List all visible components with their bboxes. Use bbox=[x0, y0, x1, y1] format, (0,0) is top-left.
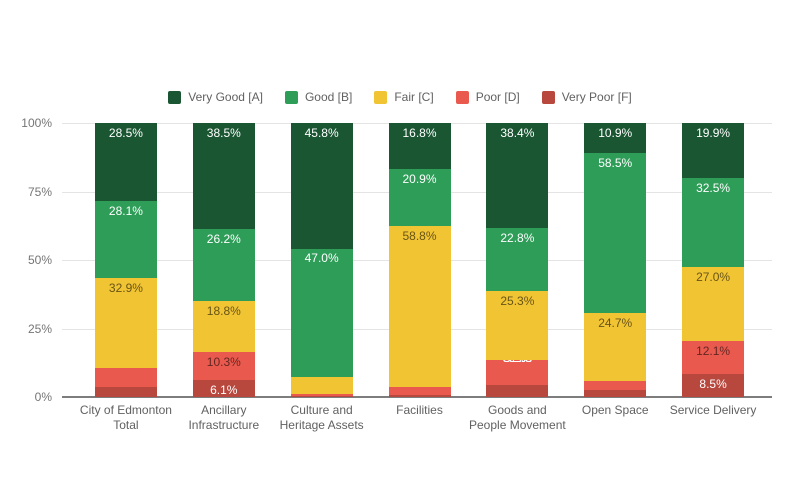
bar-segment-fair-c[interactable] bbox=[486, 290, 549, 361]
bar-segment-poor-d[interactable] bbox=[388, 387, 451, 395]
legend-item-fair-c: Fair [C] bbox=[374, 90, 434, 104]
y-axis-tick-label: 50% bbox=[27, 253, 52, 267]
bar-segment-very-good-a[interactable] bbox=[94, 123, 157, 202]
bar-segment-poor-d[interactable] bbox=[290, 394, 353, 397]
x-axis-label-line: Facilities bbox=[396, 403, 443, 417]
y-axis-tick-label: 0% bbox=[34, 390, 52, 404]
stacked-bar: 2.4%3.5%24.7%58.5%10.9% bbox=[584, 123, 647, 397]
bar-segment-very-good-a[interactable] bbox=[388, 123, 451, 170]
stacked-bar: 3.5%7.0%32.9%28.1%28.5% bbox=[94, 123, 157, 397]
bar-segment-very-good-a[interactable] bbox=[192, 123, 255, 229]
x-axis-label-line: Service Delivery bbox=[669, 403, 757, 417]
x-axis-label-line: Infrastructure bbox=[188, 418, 260, 432]
y-axis-tick-label: 25% bbox=[27, 321, 52, 336]
bar-column-goods-and-people-movement: 4.3%9.2%25.3%22.8%38.4% bbox=[468, 123, 566, 397]
bar-segment-good-b[interactable] bbox=[486, 228, 549, 291]
bar-column-open-space: 2.4%3.5%24.7%58.5%10.9% bbox=[566, 123, 664, 397]
bar-column-culture-and-heritage-assets: 0.3%0.7%6.2%47.0%45.8% bbox=[273, 123, 371, 397]
bar-segment-very-poor-f[interactable] bbox=[388, 394, 451, 397]
bar-segment-poor-d[interactable] bbox=[192, 352, 255, 381]
bar-segment-very-poor-f[interactable] bbox=[584, 390, 647, 397]
y-axis-tick-label: 75% bbox=[27, 184, 52, 199]
x-axis-label-line: Goods and bbox=[488, 403, 547, 417]
legend-item-poor-d: Poor [D] bbox=[455, 90, 520, 104]
x-axis-label-line: Total bbox=[113, 418, 139, 432]
legend-label: Very Good [A] bbox=[188, 90, 263, 104]
bar-segment-good-b[interactable] bbox=[94, 201, 157, 279]
bar-segment-fair-c[interactable] bbox=[682, 266, 745, 341]
bar-segment-very-good-a[interactable] bbox=[486, 123, 549, 229]
bar-segment-good-b[interactable] bbox=[290, 248, 353, 378]
legend-swatch bbox=[374, 90, 388, 104]
stacked-bar: 0.8%2.7%58.8%20.9%16.8% bbox=[388, 123, 451, 397]
x-axis-label-facilities: Facilities bbox=[371, 403, 469, 433]
x-axis-label-ancillary-infrastructure: Ancillary Infrastructure bbox=[175, 403, 273, 433]
x-axis-label-line: Open Space bbox=[581, 403, 649, 417]
bar-segment-good-b[interactable] bbox=[584, 152, 647, 314]
x-axis-label-city-of-edmonton-total: City of Edmonton Total bbox=[77, 403, 175, 433]
plot-area: 100% 75% 50% 25% 0% 3.5%7.0%32.9%28.1%28.5% 6… bbox=[21, 116, 772, 404]
y-axis-tick-label: 100% bbox=[21, 116, 52, 130]
bar-segment-very-poor-f[interactable] bbox=[192, 380, 255, 397]
legend-label: Very Poor [F] bbox=[561, 90, 632, 104]
bar-segment-good-b[interactable] bbox=[388, 169, 451, 227]
bar-segment-poor-d[interactable] bbox=[486, 360, 549, 386]
bar-segment-very-good-a[interactable] bbox=[290, 123, 353, 249]
legend-swatch bbox=[168, 90, 182, 104]
x-axis-labels: City of Edmonton Total Ancillary Infrastruc… bbox=[77, 403, 762, 433]
bar-segment-fair-c[interactable] bbox=[192, 300, 255, 353]
chart-legend: Very Good [A] Good [B] Fair [C] Poor [D] Ver… bbox=[0, 90, 800, 104]
bar-segment-good-b[interactable] bbox=[192, 228, 255, 301]
x-axis-label-line: Ancillary bbox=[201, 403, 247, 417]
bar-column-city-of-edmonton-total: 3.5%7.0%32.9%28.1%28.5% bbox=[77, 123, 175, 397]
legend-item-very-poor-f: Very Poor [F] bbox=[541, 90, 632, 104]
x-axis-label-service-delivery: Service Delivery bbox=[664, 403, 762, 433]
x-axis-label-line: People Movement bbox=[469, 418, 566, 432]
x-axis-label-line: Heritage Assets bbox=[279, 418, 364, 432]
bar-column-ancillary-infrastructure: 6.1% 10.3% 18.8% 26.2% 38.5% bbox=[175, 123, 273, 397]
bar-segment-poor-d[interactable] bbox=[584, 380, 647, 391]
legend-swatch bbox=[284, 90, 298, 104]
bar-segment-very-poor-f[interactable] bbox=[290, 396, 353, 397]
x-axis-label-line: City of Edmonton bbox=[79, 403, 172, 417]
bar-column-facilities: 0.8%2.7%58.8%20.9%16.8% bbox=[371, 123, 469, 397]
stacked-bar: 4.3%9.2%25.3%22.8%38.4% bbox=[486, 123, 549, 397]
bar-segment-poor-d[interactable] bbox=[94, 368, 157, 388]
bar-segment-very-poor-f[interactable] bbox=[94, 387, 157, 397]
bar-segment-fair-c[interactable] bbox=[388, 226, 451, 388]
bar-columns: 3.5%7.0%32.9%28.1%28.5% 6.1%10.3%18.8%26.… bbox=[77, 123, 762, 397]
stacked-bar: 8.5% 12.1% 27.0% 32.5% 19.9% bbox=[682, 123, 745, 397]
x-axis-label-goods-and-people-movement: Goods and People Movement bbox=[468, 403, 566, 433]
x-axis-label-culture-and-heritage-assets: Culture and Heritage Assets bbox=[273, 403, 371, 433]
legend-label: Good [B] bbox=[304, 90, 353, 104]
bar-segment-very-good-a[interactable] bbox=[584, 123, 647, 153]
bar-segment-very-poor-f[interactable] bbox=[486, 385, 549, 397]
legend-item-very-good-a: Very Good [A] bbox=[168, 90, 263, 104]
legend-swatch bbox=[455, 90, 469, 104]
bar-segment-fair-c[interactable] bbox=[290, 377, 353, 395]
bar-segment-fair-c[interactable] bbox=[94, 278, 157, 369]
bar-segment-good-b[interactable] bbox=[682, 177, 745, 267]
bar-segment-fair-c[interactable] bbox=[584, 313, 647, 381]
stacked-bar: 0.3%0.7%6.2%47.0%45.8% bbox=[290, 123, 353, 397]
bar-column-service-delivery: 8.5% 12.1% 27.0% 32.5% 19.9% bbox=[664, 123, 762, 397]
legend-item-good-b: Good [B] bbox=[284, 90, 353, 104]
bar-segment-very-poor-f[interactable] bbox=[682, 373, 745, 397]
bar-segment-very-good-a[interactable] bbox=[682, 123, 745, 178]
legend-swatch bbox=[541, 90, 555, 104]
stacked-bar: 6.1% 10.3% 18.8% 26.2% 38.5% bbox=[192, 123, 255, 397]
legend-label: Poor [D] bbox=[475, 90, 520, 104]
x-axis-label-open-space: Open Space bbox=[566, 403, 664, 433]
x-axis-label-line: Culture and bbox=[290, 403, 353, 417]
x-axis-baseline bbox=[62, 396, 772, 398]
legend-label: Fair [C] bbox=[394, 90, 434, 104]
bar-segment-poor-d[interactable] bbox=[682, 340, 745, 374]
